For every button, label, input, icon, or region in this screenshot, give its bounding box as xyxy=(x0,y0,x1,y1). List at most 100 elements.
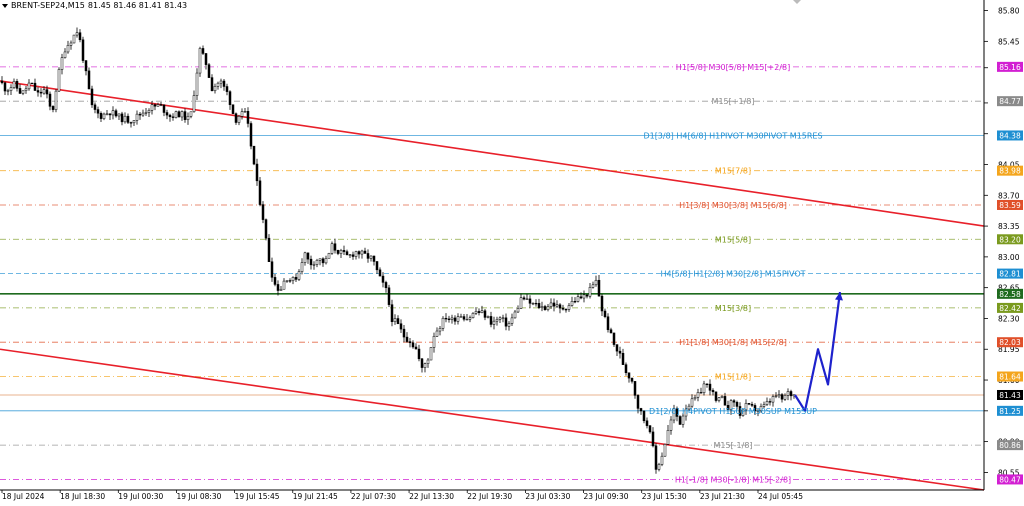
candle-body xyxy=(780,394,784,400)
candle-body xyxy=(144,112,148,114)
scroll-marker-icon[interactable] xyxy=(793,0,801,4)
level-price-tag xyxy=(997,234,1023,245)
candle-body xyxy=(690,398,694,407)
candle-body xyxy=(285,280,289,282)
forecast-path xyxy=(794,291,842,412)
candle-body xyxy=(720,396,724,399)
candle-body xyxy=(339,250,343,254)
level-label: M15[1/8] xyxy=(715,373,751,382)
level-price-tag-text: 81.25 xyxy=(999,407,1021,416)
x-tick-label: 23 Jul 15:30 xyxy=(642,492,687,501)
candle-body xyxy=(255,163,259,182)
candle-body xyxy=(597,279,601,297)
level-label: H1[-1/8] M30[-1/8] M15[-2/8] xyxy=(675,475,791,484)
level-label: H1[1/8] M30[1/8] M15[2/8] xyxy=(679,338,787,347)
candle-body xyxy=(12,81,16,88)
candle-body xyxy=(426,359,430,364)
candle-body xyxy=(0,80,4,84)
candle-body xyxy=(702,383,706,393)
level-price-tag-text: 85.16 xyxy=(999,63,1021,72)
candle-body xyxy=(678,416,682,425)
candle-body xyxy=(468,317,472,320)
candle-body xyxy=(633,381,637,396)
level-label: M15[+1/8] xyxy=(712,97,755,106)
candle-body xyxy=(396,318,400,324)
green-level-tag xyxy=(997,288,1023,299)
candle-body xyxy=(486,316,490,318)
ohlc-values: 81.45 81.46 81.41 81.43 xyxy=(87,1,188,10)
candle-body xyxy=(525,298,529,300)
y-tick-label: 83.00 xyxy=(998,253,1020,262)
candle-body xyxy=(414,346,418,350)
candle-body xyxy=(36,90,40,93)
candle-body xyxy=(279,288,283,291)
x-tick-label: 19 Jul 15:45 xyxy=(235,492,280,501)
candle-body xyxy=(657,464,661,470)
candle-body xyxy=(567,305,571,310)
candle-body xyxy=(90,88,94,106)
candle-body xyxy=(375,261,379,271)
level-price-tag-text: 80.47 xyxy=(999,475,1021,484)
candle-body xyxy=(408,341,412,344)
candle-body xyxy=(750,403,754,406)
candle-body xyxy=(573,301,577,303)
candle-body xyxy=(243,111,247,113)
candle-body xyxy=(666,430,670,445)
candle-body xyxy=(696,392,700,398)
x-tick-label: 19 Jul 08:30 xyxy=(176,492,221,501)
candle-body xyxy=(588,287,592,297)
candle-body xyxy=(630,377,634,382)
candle-body xyxy=(717,397,721,401)
candle-body xyxy=(216,82,220,87)
candle-body xyxy=(24,88,28,91)
candle-body xyxy=(291,277,295,281)
x-tick-label: 23 Jul 21:30 xyxy=(700,492,745,501)
candle-body xyxy=(423,363,427,368)
candle-body xyxy=(348,254,352,256)
candle-body xyxy=(663,444,667,457)
candle-body xyxy=(42,89,46,94)
candle-body xyxy=(489,316,493,325)
candle-body xyxy=(549,302,553,307)
candle-body xyxy=(783,395,787,400)
candle-body xyxy=(171,116,175,118)
y-tick-label: 84.05 xyxy=(998,161,1020,170)
candle-body xyxy=(474,311,478,314)
y-tick-label: 85.45 xyxy=(998,37,1020,46)
candle-body xyxy=(210,77,214,92)
candle-body xyxy=(3,82,7,92)
candle-body xyxy=(297,271,301,280)
candle-body xyxy=(192,95,196,113)
candle-body xyxy=(249,123,253,147)
forecast-arrowhead-icon xyxy=(835,292,843,301)
candle-body xyxy=(651,431,655,447)
candle-body xyxy=(732,400,736,403)
candle-body xyxy=(453,317,457,322)
candle-body xyxy=(6,90,10,92)
symbol-header: BRENT-SEP24,M15 81.45 81.46 81.41 81.43 xyxy=(2,1,187,10)
level-label: D1[2/8] H4PIVOT H1SUP M30SUP M15SUP xyxy=(649,407,817,416)
level-price-tag xyxy=(997,302,1023,313)
candle-body xyxy=(93,104,97,110)
candle-body xyxy=(306,252,310,260)
x-tick-label: 18 Jul 2024 xyxy=(2,492,45,501)
candle-body xyxy=(225,86,229,92)
candle-body xyxy=(582,294,586,299)
level-label: H1[5/8] M30[5/8] M15[+2/8] xyxy=(676,63,790,72)
candle-body xyxy=(204,53,208,65)
candle-body xyxy=(621,353,625,365)
dropdown-triangle-icon[interactable] xyxy=(2,3,8,8)
candle-body xyxy=(282,280,286,290)
y-tick-label: 83.35 xyxy=(998,222,1020,231)
candle-body xyxy=(318,258,322,261)
candle-body xyxy=(333,243,337,251)
candle-body xyxy=(309,258,313,266)
candle-body xyxy=(213,86,217,92)
candle-body xyxy=(570,301,574,306)
candle-body xyxy=(543,306,547,310)
candle-body xyxy=(363,250,367,254)
level-price-tag xyxy=(997,199,1023,210)
candle-body xyxy=(642,410,646,422)
